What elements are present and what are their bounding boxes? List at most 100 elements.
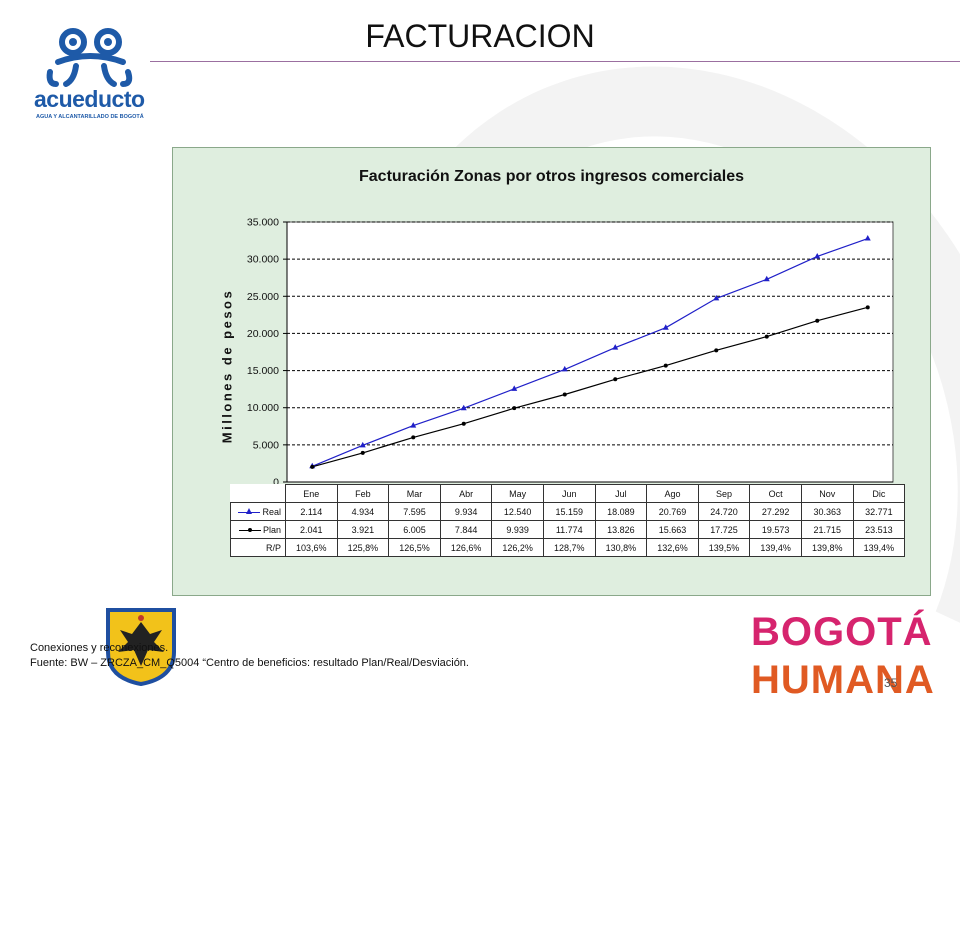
data-point-real [864,235,871,241]
plan-value-cell: 21.715 [800,520,854,539]
y-tick-label: 15.000 [247,365,279,377]
month-cell: Ene [285,484,338,503]
ratio-value-cell: 126,5% [388,538,441,557]
ratio-value-cell: 139,8% [800,538,854,557]
month-cell: Sep [697,484,751,503]
acueducto-subtitle: AGUA Y ALCANTARILLADO DE BOGOTÁ [36,114,144,120]
data-point-plan [360,450,365,455]
bogota-humana-line-1: BOGOTÁ [751,610,933,654]
acueducto-frog-logo [46,28,133,87]
data-point-real [612,344,619,350]
plan-value-cell: 23.513 [852,520,906,539]
legend-real: Real [230,502,286,521]
data-point-real [410,422,417,428]
real-value-cell: 20.769 [646,502,699,521]
month-cell: Abr [439,484,493,503]
real-value-cell: 32.771 [852,502,906,521]
data-table-row-ratio: R/P 103,6% 125,8% 126,5% 126,6% 126,2% 1… [230,538,906,557]
data-point-plan [411,435,416,440]
ratio-row-label: R/P [230,538,286,557]
data-table-header-row: Ene Feb Mar Abr May Jun Jul Ago Sep Oct … [230,484,906,503]
plan-value-cell: 17.725 [697,520,751,539]
month-cell: Ago [646,484,699,503]
data-point-real [763,275,770,282]
real-value-cell: 7.595 [388,502,441,521]
data-point-real [511,385,518,391]
legend-real-key [238,508,261,516]
real-value-cell: 24.720 [697,502,751,521]
data-point-real [359,441,366,448]
month-cell: Oct [749,484,802,503]
bogota-coat-of-arms [106,608,176,686]
ratio-value-cell: 103,6% [285,538,338,557]
ratio-value-cell: 126,6% [439,538,493,557]
real-value-cell: 30.363 [800,502,854,521]
plan-value-cell: 11.774 [542,520,596,539]
month-cell: Jul [594,484,648,503]
ratio-value-cell: 139,5% [697,538,751,557]
plot-area [286,221,894,483]
real-value-cell: 4.934 [336,502,390,521]
footer-line-1: Conexiones y reconexiones. [30,642,169,654]
data-point-plan [562,392,567,397]
plan-value-cell: 3.921 [336,520,390,539]
plan-value-cell: 19.573 [749,520,802,539]
y-tick-label: 35.000 [247,217,279,229]
real-value-cell: 9.934 [439,502,493,521]
data-point-plan [613,377,618,382]
plan-value-cell: 6.005 [388,520,441,539]
real-value-cell: 12.540 [491,502,544,521]
y-tick-label: 20.000 [247,328,279,340]
data-point-real [814,252,821,259]
month-cell: Feb [336,484,390,503]
series-line-plan [312,306,868,468]
real-value-cell: 15.159 [542,502,596,521]
plan-value-cell: 13.826 [594,520,648,539]
acueducto-wordmark: acueducto [34,86,145,112]
line-chart: 0 5.000 10.000 15.000 20.000 25.000 30.000 35.0… [247,217,894,489]
data-point-plan [663,363,668,368]
title-divider [150,61,960,62]
real-value-cell: 18.089 [594,502,648,521]
data-table-row-plan: Plan 2.041 3.921 6.005 7.844 9.939 11.77… [230,520,906,539]
y-tick-label: 10.000 [247,402,279,414]
ratio-value-cell: 139,4% [852,538,906,557]
data-point-real [713,294,720,301]
ratio-value-cell: 128,7% [542,538,596,557]
month-cell: May [491,484,544,503]
legend-plan-label: Plan [262,524,281,535]
real-value-cell: 27.292 [749,502,802,521]
page-title: FACTURACION [365,18,595,54]
y-tick-label: 30.000 [247,254,279,266]
footer-source-line: Fuente: BW – ZRCZA_CM_Q5004 “Centro de b… [30,657,469,669]
y-tick-label: 5.000 [253,439,279,451]
data-point-real [460,404,467,411]
data-table-row-real: Real 2.114 4.934 7.595 9.934 12.540 15.1… [230,502,906,521]
bogota-humana-line-2: HUMANA [751,658,935,702]
legend-plan: Plan [230,520,286,539]
data-point-plan [815,318,820,323]
month-cell: Mar [388,484,441,503]
ratio-value-cell: 126,2% [491,538,544,557]
data-point-plan [714,348,719,353]
y-tick-label: 25.000 [247,291,279,303]
page-number: 35 [884,676,898,690]
data-point-plan [310,464,315,469]
month-cell: Jun [542,484,596,503]
series-line-real [312,238,868,467]
data-table-corner [230,484,286,503]
data-point-real [662,324,669,330]
data-point-plan [512,406,517,411]
ratio-value-cell: 139,4% [749,538,802,557]
plan-value-cell: 7.844 [439,520,493,539]
real-value-cell: 2.114 [285,502,338,521]
footer-notes: Conexiones y reconexiones. Fuente: BW – … [30,641,469,671]
data-point-plan [461,421,466,426]
plan-value-cell: 9.939 [491,520,544,539]
bogota-humana-logo: BOGOTÁ HUMANA [745,608,934,706]
plan-value-cell: 2.041 [285,520,338,539]
legend-real-label: Real [262,506,281,517]
plan-value-cell: 15.663 [646,520,699,539]
ratio-value-cell: 132,6% [646,538,699,557]
chart-data-table: Ene Feb Mar Abr May Jun Jul Ago Sep Oct … [230,484,906,557]
